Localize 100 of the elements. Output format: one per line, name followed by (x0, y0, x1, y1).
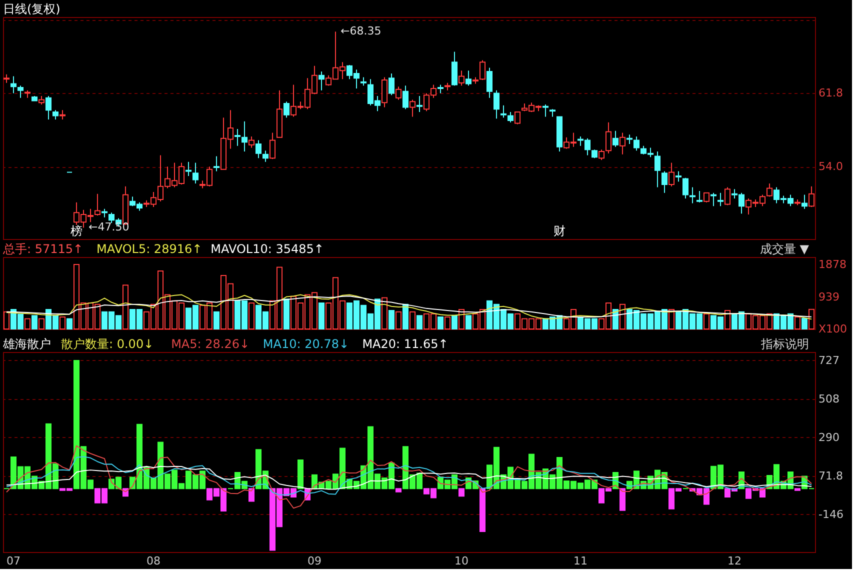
chart-title: 雄海散户 (2, 337, 51, 351)
candlestick (654, 151, 661, 188)
bar (388, 310, 395, 330)
candlestick (10, 76, 17, 94)
candlestick (696, 190, 703, 203)
candlestick (409, 99, 416, 118)
y-tick-label: 290 (818, 430, 840, 444)
candlestick (416, 96, 423, 113)
candlestick (675, 170, 682, 182)
text: MAVOL10: 35485↑ (210, 242, 324, 256)
bar (465, 315, 472, 330)
x-tick-label: 10 (454, 554, 468, 568)
candlestick (395, 86, 402, 100)
candlestick (542, 104, 549, 118)
y-tick-label: 727 (818, 354, 840, 367)
line-series (6, 445, 812, 509)
bar (59, 316, 66, 330)
text: 成交量 ▼ (760, 242, 810, 256)
candlestick (514, 112, 521, 125)
y-tick-label: 508 (818, 392, 840, 406)
bar (458, 488, 465, 497)
annotation: 财 (554, 224, 566, 238)
bar (808, 308, 815, 330)
annotation: ←68.35 (340, 24, 382, 38)
candlestick (94, 193, 101, 216)
candlestick (234, 128, 241, 146)
bar (283, 298, 290, 330)
bar (213, 311, 220, 330)
bar (248, 302, 255, 330)
candlestick (402, 85, 409, 110)
y-tick-label: X100 (818, 322, 848, 336)
bar (122, 284, 129, 330)
y-tick-label: 54.0 (818, 160, 843, 174)
candlestick (318, 71, 325, 91)
candlestick (458, 70, 465, 86)
candlestick (241, 120, 248, 152)
x-tick-label: 12 (728, 554, 742, 568)
candlestick (619, 132, 626, 155)
candlestick (668, 162, 675, 187)
candlestick (486, 67, 493, 98)
candlestick (612, 130, 619, 148)
candlestick (493, 90, 500, 120)
y-tick-label: -146 (818, 508, 844, 521)
y-tick-label: 61.8 (818, 86, 843, 100)
x-tick-label: 09 (308, 554, 322, 568)
bar (31, 315, 38, 330)
annotation: 榜 (70, 224, 82, 238)
bar (458, 308, 465, 330)
bar (619, 488, 626, 511)
candlestick (724, 186, 731, 206)
candlestick (52, 110, 59, 120)
candlestick (605, 122, 612, 154)
candlestick (59, 110, 66, 120)
candlestick (262, 150, 269, 162)
candlestick (283, 101, 290, 118)
candlestick (381, 76, 388, 108)
line-series (6, 456, 812, 496)
candlestick (661, 170, 668, 194)
chart-title: 日线(复权) (3, 2, 60, 16)
candlestick (598, 149, 605, 160)
candlestick (255, 140, 262, 159)
x-tick-label: 08 (146, 554, 160, 568)
bar (451, 315, 458, 330)
text: MA5: 28.26↓ (171, 337, 250, 351)
bar (619, 304, 626, 330)
bar (395, 311, 402, 330)
text: MA10: 20.78↓ (262, 337, 350, 351)
bar (724, 310, 731, 330)
y-tick-label: 71.8 (818, 469, 843, 482)
bar (381, 297, 388, 330)
line-series (6, 466, 812, 490)
text: 总手: 57115↑ (2, 242, 84, 256)
text: MA20: 11.65↑ (362, 337, 448, 351)
x-tick-label: 11 (574, 554, 588, 568)
candlestick (17, 85, 24, 98)
bar (801, 318, 808, 330)
candlestick (269, 132, 276, 160)
x-tick-label: 07 (6, 554, 20, 568)
candlestick (808, 186, 815, 208)
bar (395, 488, 402, 492)
bar (794, 316, 801, 330)
candlestick (213, 156, 220, 172)
text: 指标说明 (760, 337, 809, 351)
bar (66, 318, 73, 330)
bar (444, 316, 451, 330)
candlestick (465, 70, 472, 86)
candlestick (479, 60, 486, 81)
annotation: ←47.50 (88, 220, 130, 234)
candlestick (766, 183, 773, 198)
candlestick (388, 72, 395, 96)
y-tick-label: 939 (818, 290, 840, 304)
bar (416, 315, 423, 330)
bar (409, 311, 416, 330)
candlestick (451, 51, 458, 86)
text: 散户数量: 0.00↓ (61, 337, 154, 351)
candlestick (717, 192, 724, 207)
bar (24, 318, 31, 330)
candlestick (703, 192, 710, 203)
bar (297, 460, 304, 490)
bar (612, 308, 619, 330)
